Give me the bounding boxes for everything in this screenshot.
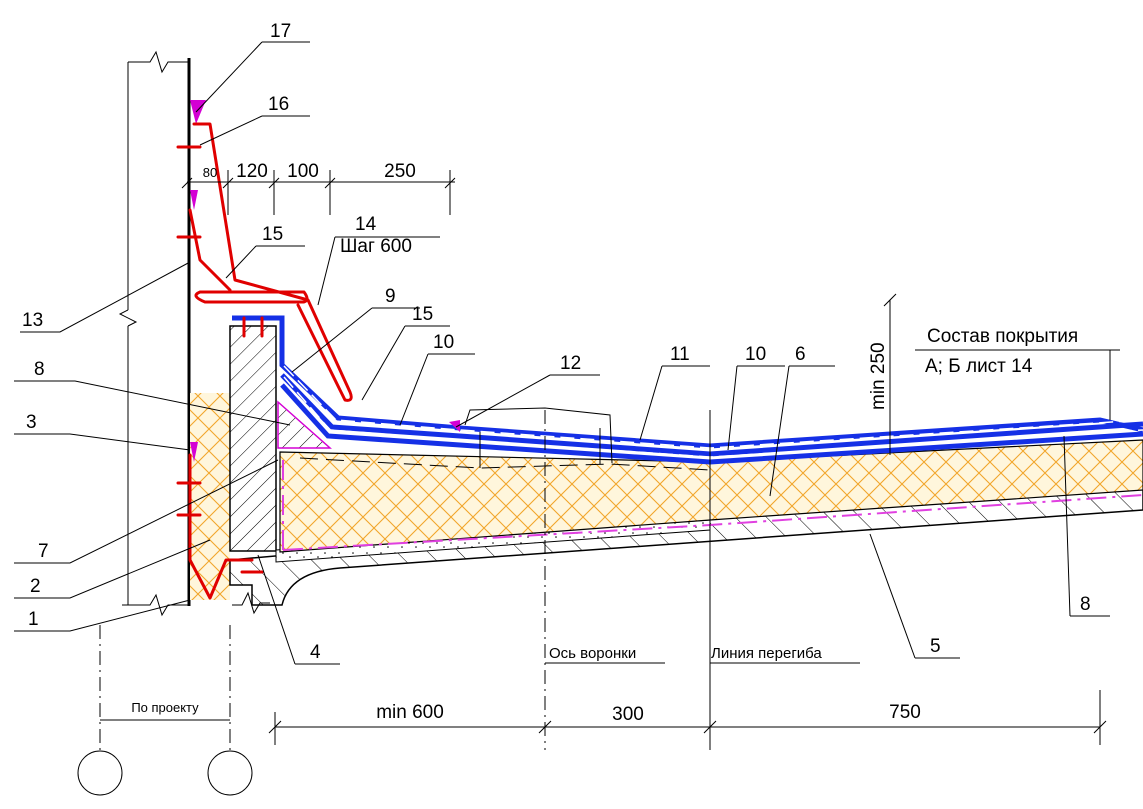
callout-12: 12 [560,353,581,374]
parapet-block [229,325,277,552]
callout-16: 16 [268,94,289,115]
composition-ref: А; Б лист 14 [925,356,1033,377]
callout-7: 7 [38,541,49,562]
callout-15-top: 15 [262,224,283,245]
callout-6: 6 [795,344,806,365]
step-label: Шаг 600 [340,236,412,257]
callout-5: 5 [930,636,941,657]
dim-250: 250 [384,161,416,182]
dim-750: 750 [889,702,921,723]
dim-80: 80 [203,165,217,180]
callout-3: 3 [26,412,37,433]
fillet [277,400,332,449]
dim-min-600: min 600 [376,702,444,723]
bend-line-label: Линия перегиба [711,645,822,662]
callout-8-right: 8 [1080,594,1091,615]
dim-300: 300 [612,704,644,725]
dim-100: 100 [287,161,319,182]
callout-8-left: 8 [34,359,45,380]
axis-bubble-right [207,750,253,796]
callout-2: 2 [30,576,41,597]
callout-11: 11 [670,344,690,365]
bottom-dimensions: min 600 300 750 [268,690,1107,745]
by-project-label: По проекту [131,700,199,715]
membrane-layers [232,315,1143,465]
callout-14-label: 14 [355,214,377,235]
top-dimensions: 80 120 100 250 [181,161,456,215]
callout-1: 1 [28,609,39,630]
callout-10-left: 10 [433,332,454,353]
composition-title: Состав покрытия [927,326,1078,347]
callouts: 17 16 15 13 9 15 10 8 3 12 11 10 6 7 2 1… [14,21,1110,665]
funnel-axis-label: Ось воронки [549,645,636,662]
metal-flashing [176,122,353,600]
min-height-label: min 250 [868,342,889,410]
callout-9: 9 [385,286,396,307]
callout-4: 4 [310,642,321,663]
callout-13: 13 [22,310,43,331]
axis-bubble-left [77,750,123,796]
callout-15-mid: 15 [412,304,433,325]
callout-10-right: 10 [745,344,766,365]
callout-17: 17 [270,21,291,42]
dim-120: 120 [236,161,268,182]
